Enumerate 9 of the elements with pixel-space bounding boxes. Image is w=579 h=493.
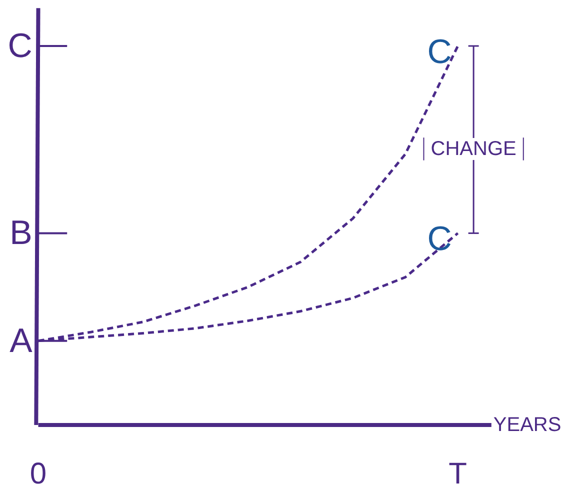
text: B bbox=[10, 214, 32, 252]
x-tick-label: T bbox=[448, 458, 467, 490]
text: A bbox=[10, 322, 33, 360]
annotation: CHANGE bbox=[430, 138, 516, 160]
x-axis-title: YEARS bbox=[493, 414, 562, 436]
annotation: C bbox=[427, 32, 452, 71]
annotation: C bbox=[427, 220, 452, 258]
x-tick-label: 0 bbox=[30, 458, 47, 490]
text: C bbox=[8, 26, 32, 65]
